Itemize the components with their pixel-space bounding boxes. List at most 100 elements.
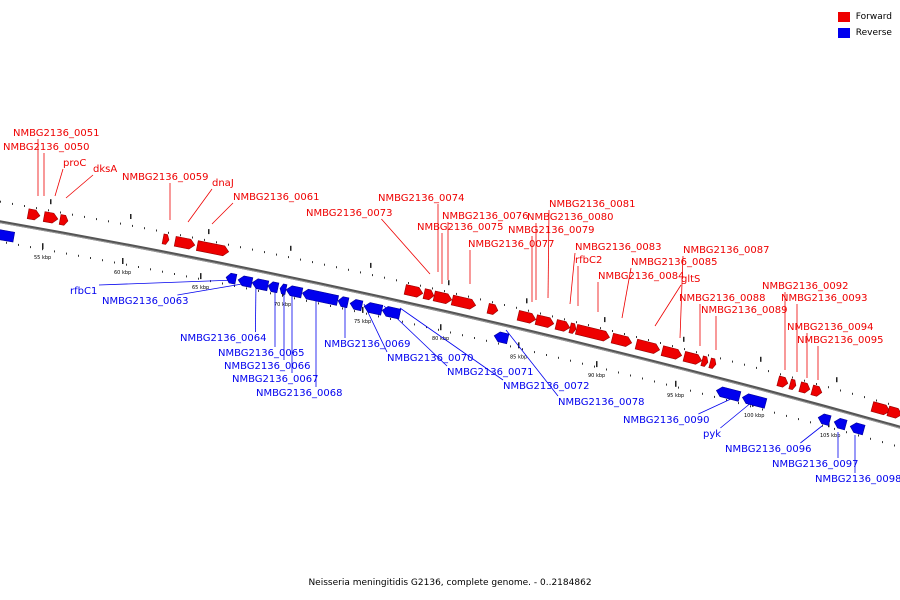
dot-mark	[648, 339, 649, 341]
forward-gene	[776, 375, 789, 388]
dot-mark	[870, 437, 871, 440]
dot-mark	[396, 279, 397, 282]
tick-label: 100 kbp	[744, 413, 764, 419]
gene-arrow	[708, 357, 717, 369]
gene-arrow	[516, 310, 537, 324]
dot-mark	[636, 336, 637, 338]
label-leader-lines	[37, 139, 856, 473]
dot-mark	[804, 379, 805, 382]
leader-line	[399, 307, 504, 381]
gene-arrow	[363, 302, 384, 316]
gene-arrow	[432, 290, 453, 304]
forward-gene	[788, 378, 797, 391]
dot-mark	[666, 383, 667, 386]
dot-mark	[150, 268, 151, 271]
dot-mark	[462, 334, 463, 337]
reverse-gene	[817, 413, 832, 426]
dot-mark	[630, 374, 631, 377]
gene-arrow	[788, 378, 797, 391]
dot-mark	[24, 205, 25, 207]
gene-arrow	[798, 381, 811, 394]
gene-arrow	[42, 211, 59, 224]
dot-mark	[120, 222, 121, 225]
reverse-gene	[833, 418, 848, 431]
gene-label: NMBG2136_0095	[797, 335, 883, 346]
dot-mark	[612, 330, 613, 332]
forward-gene	[173, 236, 196, 250]
dot-mark	[486, 339, 487, 342]
tick-mark	[290, 245, 292, 251]
dot-mark	[312, 261, 313, 264]
gene-label: NMBG2136_0098	[815, 474, 900, 485]
gene-arrow	[422, 288, 435, 301]
gene-arrow	[195, 240, 230, 257]
forward-gene	[554, 319, 571, 332]
leader-line	[621, 267, 632, 319]
dot-mark	[174, 273, 175, 275]
gene-arrow	[610, 332, 633, 347]
tick-mark	[200, 273, 202, 280]
dot-mark	[504, 304, 505, 306]
dot-mark	[216, 241, 217, 244]
legend-label-reverse: Reverse	[855, 28, 892, 38]
forward-gene	[574, 324, 610, 342]
dot-mark	[672, 345, 673, 348]
gene-arrow	[493, 331, 510, 345]
dot-mark	[390, 318, 391, 320]
gene-arrow	[715, 386, 742, 402]
gene-arrow	[810, 384, 823, 397]
gene-arrow	[26, 208, 41, 221]
dot-mark	[324, 263, 325, 266]
forward-gene	[634, 338, 661, 354]
gene-label: NMBG2136_0085	[631, 257, 717, 268]
gene-arrow	[486, 303, 499, 315]
dot-mark	[306, 299, 307, 302]
gene-label: NMBG2136_0070	[387, 353, 473, 364]
dot-mark	[786, 414, 787, 417]
gene-label: NMBG2136_0072	[503, 381, 589, 392]
gene-label: NMBG2136_0089	[701, 305, 787, 316]
dot-mark	[114, 261, 115, 264]
leader-line	[547, 209, 550, 299]
gene-label: NMBG2136_0073	[306, 208, 392, 219]
gene-label: NMBG2136_0093	[781, 293, 867, 304]
gene-arrow	[554, 319, 571, 332]
gene-label: NMBG2136_0065	[218, 348, 304, 359]
gene-label: gltS	[681, 274, 700, 285]
dot-mark	[0, 200, 1, 203]
dot-mark	[540, 312, 541, 315]
reverse-gene	[301, 288, 340, 306]
gene-arrow	[403, 284, 424, 298]
reverse-gene	[381, 306, 402, 320]
gene-label: NMBG2136_0066	[224, 361, 310, 372]
tick-label: 80 kbp	[432, 336, 449, 342]
gene-label: NMBG2136_0061	[233, 192, 319, 203]
gene-arrow	[173, 236, 196, 250]
dot-mark	[816, 383, 817, 385]
legend-item-reverse: Reverse	[837, 25, 892, 41]
forward-gene	[195, 240, 230, 257]
dot-mark	[684, 348, 685, 351]
gene-label: rfbC2	[575, 255, 602, 266]
gene-labels: NMBG2136_0051 NMBG2136_0050 proC dksA NMBG21…	[3, 128, 900, 485]
genome-caption: Neisseria meningitidis G2136, complete g…	[308, 578, 592, 588]
dot-mark	[516, 306, 517, 309]
dot-mark	[720, 357, 721, 360]
gene-arrow	[849, 422, 866, 436]
dot-mark	[78, 254, 79, 257]
dot-mark	[156, 229, 157, 232]
forward-gene	[486, 303, 499, 315]
forward-swatch	[837, 12, 850, 22]
gene-arrow	[574, 324, 610, 342]
gene-arrow	[817, 413, 832, 426]
tick-label: 60 kbp	[114, 270, 131, 276]
dot-mark	[6, 241, 7, 244]
gene-label: NMBG2136_0079	[508, 225, 594, 236]
gene-label: NMBG2136_0097	[772, 459, 858, 470]
forward-gene	[403, 284, 424, 298]
gene-label: NMBG2136_0096	[725, 444, 811, 455]
gene-label: NMBG2136_0078	[558, 397, 644, 408]
leader-line	[698, 397, 734, 415]
forward-gene	[42, 211, 59, 224]
reverse-gene	[285, 285, 304, 299]
